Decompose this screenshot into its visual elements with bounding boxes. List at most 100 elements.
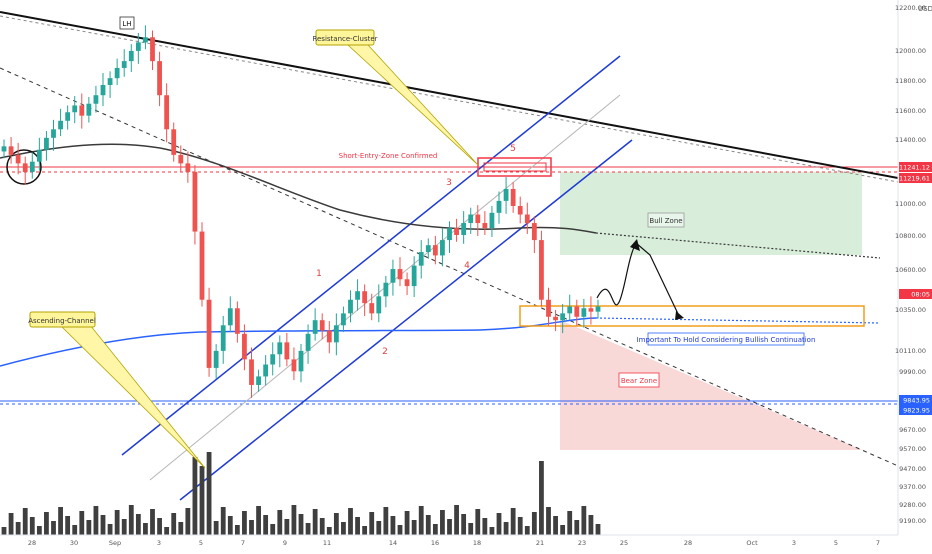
candle-body (524, 214, 530, 224)
price-tick-label: 11400.00 (895, 136, 926, 144)
price-tick-label: 11800.00 (895, 77, 926, 85)
time-axis-ticks: 28 30 Sep 3 5 7 9 11 14 16 18 21 23 25 28 Oct 3 5 7 (28, 539, 880, 547)
channel-lower (179, 139, 633, 501)
candle-body (213, 350, 219, 368)
candle-body (263, 364, 269, 377)
candle-body (362, 291, 368, 304)
candle-body (482, 223, 488, 229)
volume-bar (539, 461, 544, 535)
volume-bar (383, 507, 389, 535)
volume-bar (121, 519, 127, 535)
bull-zone-tag (647, 212, 685, 228)
time-tick-label: 9 (283, 539, 287, 547)
price-tick-label: 11600.00 (895, 107, 926, 115)
candle-body (447, 228, 452, 241)
candle-body (425, 245, 431, 253)
volume-bars (1, 452, 601, 535)
resistance-callout-box (315, 29, 375, 46)
volume-bar (114, 510, 120, 535)
candle-body (242, 333, 247, 360)
candle-body (440, 240, 445, 256)
price-tag-label: 08:05 (911, 291, 930, 299)
volume-bar (560, 525, 566, 535)
candle-body (128, 50, 134, 62)
volume-bar (333, 513, 339, 535)
volume-bar (503, 522, 509, 535)
price-tick-label: 10600.00 (895, 266, 926, 274)
candle-body (489, 212, 495, 229)
price-tags: 11241.12 11219.61 08:05 9843.95 9823.95 (899, 162, 932, 415)
candle-body (355, 291, 360, 300)
price-tick-label: 9190.00 (899, 517, 926, 525)
time-tick-label: 3 (792, 539, 796, 547)
time-tick-label: 23 (578, 539, 586, 547)
volume-bar (397, 525, 403, 535)
candle-body (121, 61, 127, 68)
time-tick-label: 7 (876, 539, 880, 547)
volume-bar (418, 506, 424, 535)
candle-body (284, 342, 290, 360)
price-tick-label: 11000.00 (895, 200, 926, 208)
price-tag-label: 11241.12 (899, 164, 930, 172)
volume-bar (475, 509, 481, 535)
candle-body (93, 95, 99, 104)
volume-bar (432, 524, 438, 535)
ma-200-projection (595, 232, 881, 259)
candle-body (206, 299, 212, 368)
candle-body (510, 188, 516, 206)
short-entry-label: Short-Entry-Zone Confirmed (339, 152, 438, 160)
price-tag-bg (899, 395, 932, 405)
projected-arrow-down (675, 311, 684, 320)
volume-bar (510, 508, 516, 535)
candle-body (199, 231, 205, 300)
candle-body (8, 146, 14, 155)
candle-body (461, 223, 467, 235)
price-tag-bg (899, 405, 932, 415)
time-tick-label: 3 (157, 539, 161, 547)
volume-bar (36, 526, 42, 535)
price-tick-label: 12000.00 (895, 47, 926, 55)
volume-bar (489, 527, 495, 535)
price-tick-label: 10110.00 (895, 347, 926, 355)
candle-body (1, 146, 7, 152)
volume-bar (390, 516, 396, 535)
bullish-continuation-label: Important To Hold Considering Bullish Co… (637, 336, 816, 344)
price-axis-bg[interactable] (898, 0, 932, 550)
volume-bar (22, 508, 28, 535)
time-tick-label: 25 (620, 539, 628, 547)
volume-bar (362, 526, 368, 535)
volume-bar (588, 515, 594, 535)
volume-bar (178, 522, 184, 535)
price-tag-bg (899, 289, 932, 299)
time-tick-label: 16 (431, 539, 439, 547)
volume-bar (305, 523, 311, 535)
volume-bar (468, 523, 474, 535)
volume-bar (595, 524, 601, 535)
time-axis-bg[interactable] (0, 535, 898, 550)
volume-bar (270, 524, 276, 535)
volume-bar (298, 514, 304, 535)
bear-zone-area (560, 320, 862, 450)
price-tag-label: 11219.61 (899, 175, 930, 183)
volume-bar (192, 457, 198, 535)
candle-body (383, 282, 389, 297)
candle-body (369, 303, 375, 314)
time-tick-label: Sep (109, 539, 121, 547)
volume-bar (29, 517, 35, 535)
channel-callout-box (29, 311, 96, 328)
candle-body (503, 188, 509, 201)
wave-label-1: 1 (316, 269, 322, 279)
candle-body (270, 354, 276, 365)
volume-bar (51, 521, 56, 535)
price-tick-label: 9280.00 (899, 501, 926, 509)
candle-body (588, 308, 594, 312)
candle-body (22, 163, 28, 172)
volume-bar (220, 507, 226, 535)
candle-body (227, 308, 233, 326)
wave-label-4: 4 (464, 261, 470, 271)
time-tick-label: 30 (70, 539, 78, 547)
volume-bar (199, 466, 205, 535)
candle-body (79, 105, 85, 116)
